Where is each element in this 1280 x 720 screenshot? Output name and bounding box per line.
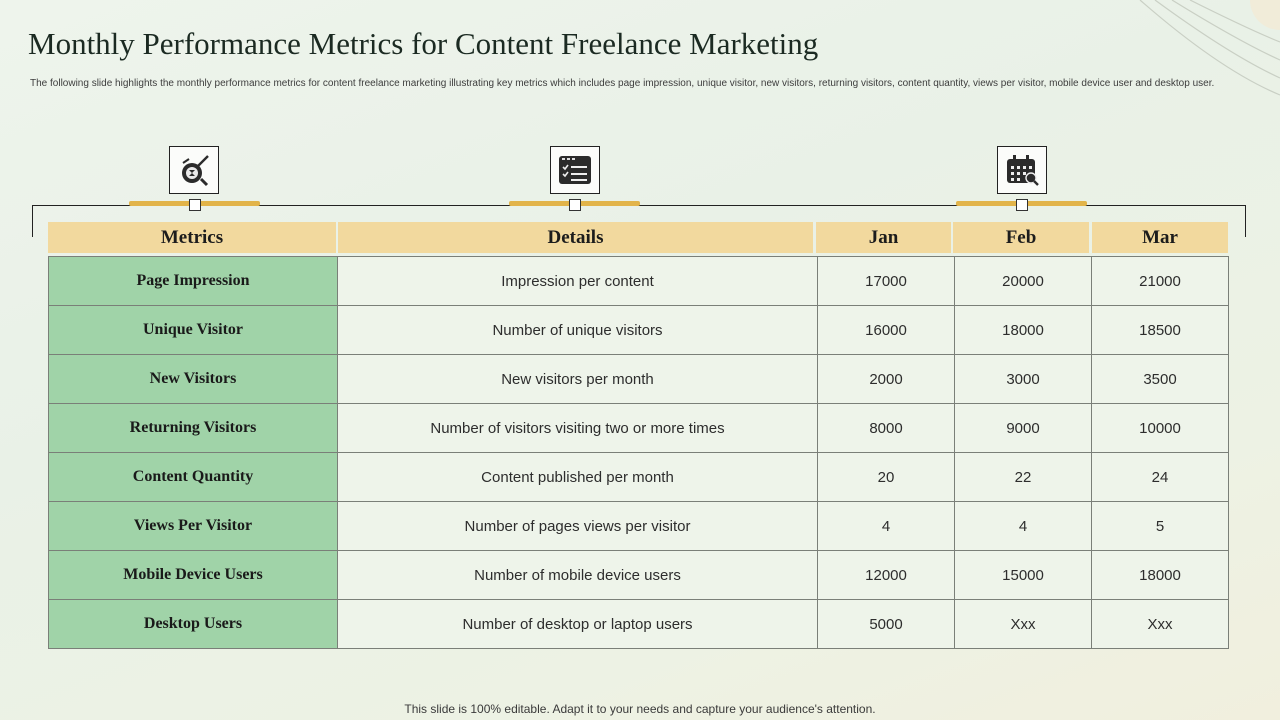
feb-value-cell: 9000	[954, 403, 1092, 453]
mar-value-cell: 18000	[1091, 550, 1229, 600]
table-row: Content Quantity Content published per m…	[48, 452, 1229, 502]
mar-value-cell: 10000	[1091, 403, 1229, 453]
feb-value-cell: 3000	[954, 354, 1092, 404]
metrics-table: Page Impression Impression per content 1…	[48, 256, 1229, 649]
details-cell: Number of pages views per visitor	[337, 501, 818, 551]
feb-value-cell: 20000	[954, 256, 1092, 306]
feb-value-cell: Xxx	[954, 599, 1092, 649]
details-cell: Impression per content	[337, 256, 818, 306]
checklist-window-icon	[550, 146, 600, 194]
metric-name-cell: New Visitors	[48, 354, 338, 404]
calendar-search-icon	[997, 146, 1047, 194]
feb-value-cell: 22	[954, 452, 1092, 502]
table-row: Desktop Users Number of desktop or lapto…	[48, 599, 1229, 649]
metric-name-cell: Returning Visitors	[48, 403, 338, 453]
metric-name-cell: Desktop Users	[48, 599, 338, 649]
slide-title: Monthly Performance Metrics for Content …	[28, 26, 819, 61]
jan-value-cell: 5000	[817, 599, 955, 649]
column-header-feb: Feb	[953, 222, 1089, 253]
column-header-mar: Mar	[1092, 222, 1228, 253]
table-row: Page Impression Impression per content 1…	[48, 256, 1229, 306]
column-header-metrics: Metrics	[48, 222, 336, 253]
slide-footer-note: This slide is 100% editable. Adapt it to…	[404, 702, 876, 716]
metric-name-cell: Mobile Device Users	[48, 550, 338, 600]
jan-value-cell: 8000	[817, 403, 955, 453]
jan-value-cell: 4	[817, 501, 955, 551]
mar-value-cell: 5	[1091, 501, 1229, 551]
decorative-arcs	[1139, 0, 1280, 96]
mar-value-cell: 24	[1091, 452, 1229, 502]
table-row: Returning Visitors Number of visitors vi…	[48, 403, 1229, 453]
feb-value-cell: 15000	[954, 550, 1092, 600]
details-cell: Number of visitors visiting two or more …	[337, 403, 818, 453]
details-cell: Content published per month	[337, 452, 818, 502]
jan-value-cell: 17000	[817, 256, 955, 306]
mar-value-cell: 3500	[1091, 354, 1229, 404]
target-chart-icon	[169, 146, 219, 194]
table-row: New Visitors New visitors per month 2000…	[48, 354, 1229, 404]
jan-value-cell: 16000	[817, 305, 955, 355]
details-cell: Number of desktop or laptop users	[337, 599, 818, 649]
feb-value-cell: 4	[954, 501, 1092, 551]
column-header-jan: Jan	[816, 222, 951, 253]
details-cell: Number of mobile device users	[337, 550, 818, 600]
table-row: Unique Visitor Number of unique visitors…	[48, 305, 1229, 355]
feb-value-cell: 18000	[954, 305, 1092, 355]
metric-name-cell: Page Impression	[48, 256, 338, 306]
slide-subtitle: The following slide highlights the month…	[30, 78, 1215, 89]
details-cell: Number of unique visitors	[337, 305, 818, 355]
mar-value-cell: 18500	[1091, 305, 1229, 355]
jan-value-cell: 20	[817, 452, 955, 502]
metric-name-cell: Unique Visitor	[48, 305, 338, 355]
column-header-details: Details	[338, 222, 813, 253]
table-row: Mobile Device Users Number of mobile dev…	[48, 550, 1229, 600]
metric-name-cell: Views Per Visitor	[48, 501, 338, 551]
connector-knob	[189, 199, 201, 211]
jan-value-cell: 2000	[817, 354, 955, 404]
metric-name-cell: Content Quantity	[48, 452, 338, 502]
mar-value-cell: Xxx	[1091, 599, 1229, 649]
table-row: Views Per Visitor Number of pages views …	[48, 501, 1229, 551]
jan-value-cell: 12000	[817, 550, 955, 600]
connector-knob	[1016, 199, 1028, 211]
mar-value-cell: 21000	[1091, 256, 1229, 306]
details-cell: New visitors per month	[337, 354, 818, 404]
connector-knob	[569, 199, 581, 211]
